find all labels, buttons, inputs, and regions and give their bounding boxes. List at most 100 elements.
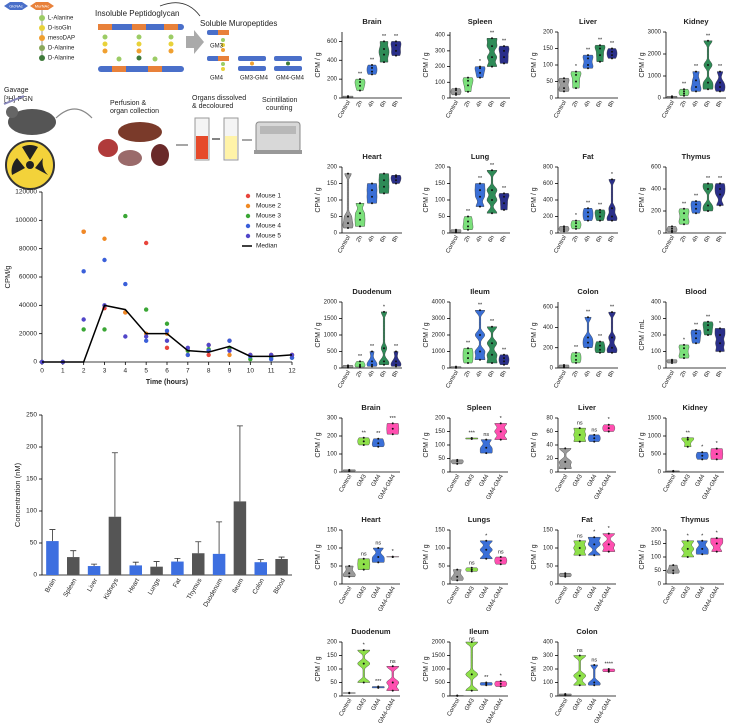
data-point: [695, 79, 697, 82]
data-point: [359, 360, 361, 363]
y-tick-label: 0: [550, 231, 554, 237]
y-axis-label: CPM / g: [315, 52, 322, 77]
y-tick-label: 120000: [15, 189, 37, 196]
significance: **: [686, 430, 691, 436]
x-tick-label: 8h: [392, 235, 401, 244]
x-tick-label: 8h: [608, 370, 617, 379]
chart-title: Duodenum: [351, 627, 390, 636]
y-tick-label: 50: [546, 79, 553, 85]
x-tick-label: 2h: [464, 370, 473, 379]
x-tick-label: Control: [662, 586, 677, 606]
data-point: [359, 202, 361, 205]
data-point: [102, 257, 107, 263]
y-tick-label: 4000: [432, 300, 446, 306]
x-tick-label: Colon: [251, 577, 266, 596]
data-point: [383, 192, 385, 195]
y-tick-label: 0: [442, 231, 446, 237]
violin: [371, 547, 385, 563]
legend-marker: [245, 223, 251, 229]
violin: [573, 655, 587, 686]
data-point: [485, 548, 488, 551]
data-point: [371, 350, 373, 353]
data-point: [611, 219, 613, 222]
significance: **: [394, 34, 399, 40]
muropeptide-label: GM4: [210, 76, 224, 82]
data-point: [164, 321, 170, 326]
data-point: [503, 353, 505, 356]
violin: [678, 208, 690, 225]
legend-marker: [245, 213, 251, 219]
step-label: Scintillation: [262, 97, 298, 104]
data-point: [347, 172, 349, 175]
y-axis-label: CPM / g: [423, 52, 430, 77]
violin: [378, 311, 390, 365]
chart-title: Heart: [361, 515, 381, 524]
data-point: [377, 445, 380, 448]
data-point: [467, 347, 469, 350]
data-point: [485, 539, 488, 542]
step-label: organ collection: [110, 108, 159, 115]
data-point: [491, 37, 493, 40]
data-point: [587, 67, 589, 70]
legend-label: D-Alanine: [48, 46, 75, 52]
data-point: [347, 215, 349, 218]
data-point: [564, 574, 567, 576]
significance: **: [694, 323, 699, 329]
data-point: [499, 685, 502, 688]
step-label: counting: [266, 105, 293, 112]
significance: *: [363, 643, 366, 649]
data-point: [701, 547, 704, 550]
data-point: [599, 340, 601, 343]
error-bar: [257, 559, 264, 563]
y-axis-label: CPM / g: [423, 656, 430, 681]
data-point: [701, 539, 704, 542]
y-tick-label: 20000: [19, 330, 37, 337]
x-tick-label: GM3: [356, 473, 368, 488]
y-tick-label: 0: [550, 96, 554, 102]
x-axis-label: Time (hours): [146, 379, 188, 386]
x-tick-label: 2h: [572, 235, 581, 244]
data-point: [578, 547, 581, 549]
x-tick-label: Control: [554, 474, 569, 494]
x-tick-label: 4h: [368, 370, 377, 379]
x-tick-label: 2h: [680, 235, 689, 244]
data-point: [391, 427, 394, 430]
significance: **: [610, 41, 615, 47]
data-point: [485, 557, 488, 560]
x-tick-label: Ileum: [231, 577, 245, 594]
data-point: [686, 436, 689, 439]
y-tick-label: 50: [330, 214, 337, 220]
y-tick-label: 0: [658, 582, 662, 588]
x-tick-label: GM4: [371, 473, 383, 488]
data-point: [575, 354, 577, 357]
x-tick-label: 8h: [500, 235, 509, 244]
y-tick-label: 100: [435, 443, 446, 449]
violin: [570, 220, 582, 230]
legend-label: Mouse 2: [256, 203, 281, 210]
bar: [129, 565, 142, 575]
x-tick-label: Control: [446, 586, 461, 606]
data-point: [81, 317, 86, 322]
y-axis-label: CPM / mL: [639, 319, 646, 350]
data-point: [715, 550, 718, 553]
significance: ns: [577, 533, 583, 539]
data-point: [395, 360, 397, 363]
data-point: [491, 169, 493, 172]
y-tick-label: 500: [435, 680, 446, 686]
y-tick-label: 0: [442, 694, 446, 700]
y-tick-label: 3000: [648, 30, 662, 36]
data-point: [347, 222, 349, 225]
x-tick-label: GM3: [464, 697, 476, 712]
data-point: [359, 78, 361, 81]
data-point: [467, 84, 469, 87]
data-point: [575, 361, 577, 364]
significance: **: [484, 675, 489, 681]
significance: **: [586, 310, 591, 316]
data-point: [719, 204, 721, 207]
data-point: [377, 561, 380, 564]
data-point: [206, 352, 211, 358]
data-point: [491, 45, 493, 48]
data-point: [719, 81, 721, 84]
data-point: [348, 565, 351, 567]
syringe: [3, 95, 25, 105]
